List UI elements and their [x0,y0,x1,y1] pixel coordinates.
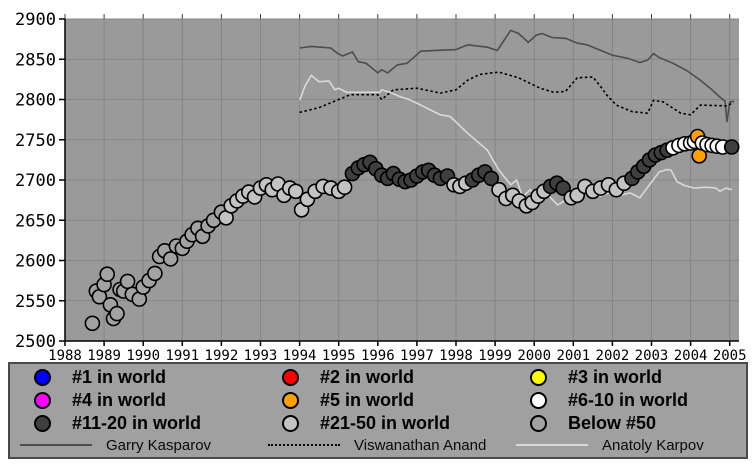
y-tick-label: 2850 [15,50,56,70]
y-tick-label: 2750 [15,131,56,151]
rank-1-label: #1 in world [72,367,167,387]
legend-rank-3: #3 in world [506,366,746,389]
x-tick-label: 1994 [283,348,317,362]
legend-rank-6-10: #6-10 in world [506,389,746,412]
karpov-line-icon [516,444,588,446]
kasparov-line [299,29,734,123]
x-tick-label: 1992 [205,348,239,362]
legend-rank-11-20: #11-20 in world [10,412,258,434]
rank-6-10-marker-icon [530,392,547,409]
rank-21-50-marker-icon [282,414,299,432]
rank-below-50-label: Below #50 [568,412,657,433]
rating-point [723,139,740,155]
rating-point [287,183,304,200]
legend-kasparov: Garry Kasparov [10,434,258,456]
x-tick-label: 1989 [87,348,121,362]
legend-rank-4: #4 in world [10,389,258,412]
anand-label: Viswanathan Anand [354,436,487,454]
y-tick-label: 2900 [15,10,56,30]
legend-rank-1: #1 in world [10,366,258,389]
chart-legend: #1 in world #2 in world #3 in world #4 i… [8,362,748,459]
kasparov-line-icon [20,444,92,446]
legend-grid: #1 in world #2 in world #3 in world #4 i… [10,364,746,456]
rank-21-50-label: #21-50 in world [320,412,451,433]
rating-point [99,266,115,283]
x-tick-label: 2002 [596,348,630,362]
x-tick-label: 1990 [126,348,160,362]
elo-rating-chart: 2500 2550 2600 2650 2700 2750 2800 2850 2900 1988… [15,10,747,364]
x-tick-label: 2004 [674,348,708,362]
legend-rank-2: #2 in world [258,366,506,389]
rating-point [84,315,101,332]
rank-2-label: #2 in world [320,367,415,387]
x-tick-label: 2001 [556,348,590,362]
y-tick-label: 2650 [15,211,56,231]
plot-svg: 2500 2550 2600 2650 2700 2750 2800 2850 2900 1988… [15,10,747,364]
legend-karpov: Anatoly Karpov [506,434,746,456]
x-tick-label: 1988 [48,348,82,362]
rank-11-20-marker-icon [34,414,51,432]
rank-3-label: #3 in world [568,367,663,387]
legend-anand: Viswanathan Anand [258,434,506,456]
anand-line-icon [268,444,340,446]
x-tick-label: 2005 [713,348,747,362]
rank-4-label: #4 in world [72,390,167,410]
x-tick-label: 2000 [517,348,551,362]
rank-below-50-marker-icon [530,414,547,432]
legend-rank-21-50: #21-50 in world [258,412,506,434]
rank-3-marker-icon [530,369,547,386]
rating-point [336,179,353,195]
rating-point [147,265,163,282]
rank-11-20-label: #11-20 in world [72,412,202,433]
y-tick-label: 2600 [15,252,56,272]
rank-5-marker-icon [282,392,299,409]
rank-5-label: #5 in world [320,390,415,410]
anand-line [299,71,735,116]
x-tick-label: 2003 [635,348,669,362]
rank-1-marker-icon [34,369,51,386]
x-tick-label: 1993 [244,348,278,362]
rank-2-marker-icon [282,369,299,386]
kasparov-label: Garry Kasparov [106,436,212,454]
x-tick-label: 1998 [439,348,473,362]
rating-point [119,273,136,290]
rating-point [109,305,125,322]
karpov-label: Anatoly Karpov [602,436,704,454]
legend-rank-5: #5 in world [258,389,506,412]
y-tick-label: 2500 [15,332,56,352]
rank-4-marker-icon [34,392,51,409]
y-tick-label: 2800 [15,91,56,111]
rating-point [483,170,500,187]
legend-rank-below-50: Below #50 [506,412,746,434]
x-tick-label: 1991 [165,348,199,362]
x-tick-label: 1997 [400,348,434,362]
x-tick-label: 1999 [478,348,512,362]
x-tick-label: 1995 [322,348,356,362]
y-tick-label: 2700 [15,171,56,191]
x-tick-label: 1996 [361,348,395,362]
rating-point [162,251,179,267]
y-tick-label: 2550 [15,292,56,312]
rank-6-10-label: #6-10 in world [568,390,689,410]
